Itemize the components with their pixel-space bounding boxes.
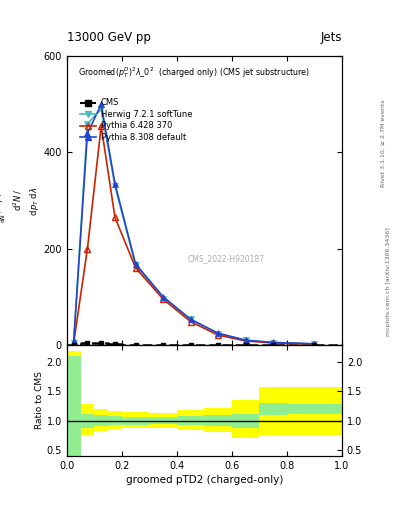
- Legend: CMS, Herwig 7.2.1 softTune, Pythia 6.428 370, Pythia 8.308 default: CMS, Herwig 7.2.1 softTune, Pythia 6.428…: [77, 95, 195, 145]
- Y-axis label: $\frac{1}{\mathrm{d}N}\,/\,\mathrm{d}\,p_T\;\mathrm{d}\,\lambda$
$\mathrm{d}^2N\: $\frac{1}{\mathrm{d}N}\,/\,\mathrm{d}\,p…: [0, 178, 40, 223]
- Text: 13000 GeV pp: 13000 GeV pp: [67, 31, 151, 44]
- Text: Rivet 3.1.10, ≥ 2.7M events: Rivet 3.1.10, ≥ 2.7M events: [381, 99, 386, 187]
- Text: mcplots.cern.ch [arXiv:1306.3436]: mcplots.cern.ch [arXiv:1306.3436]: [386, 227, 391, 336]
- Text: Jets: Jets: [320, 31, 342, 44]
- Text: Groomed$(p_T^D)^2\lambda\_0^2$  (charged only) (CMS jet substructure): Groomed$(p_T^D)^2\lambda\_0^2$ (charged …: [78, 65, 310, 80]
- X-axis label: groomed pTD2 (charged-only): groomed pTD2 (charged-only): [126, 475, 283, 485]
- Y-axis label: Ratio to CMS: Ratio to CMS: [35, 371, 44, 429]
- Text: CMS_2022-H920187: CMS_2022-H920187: [188, 254, 265, 263]
